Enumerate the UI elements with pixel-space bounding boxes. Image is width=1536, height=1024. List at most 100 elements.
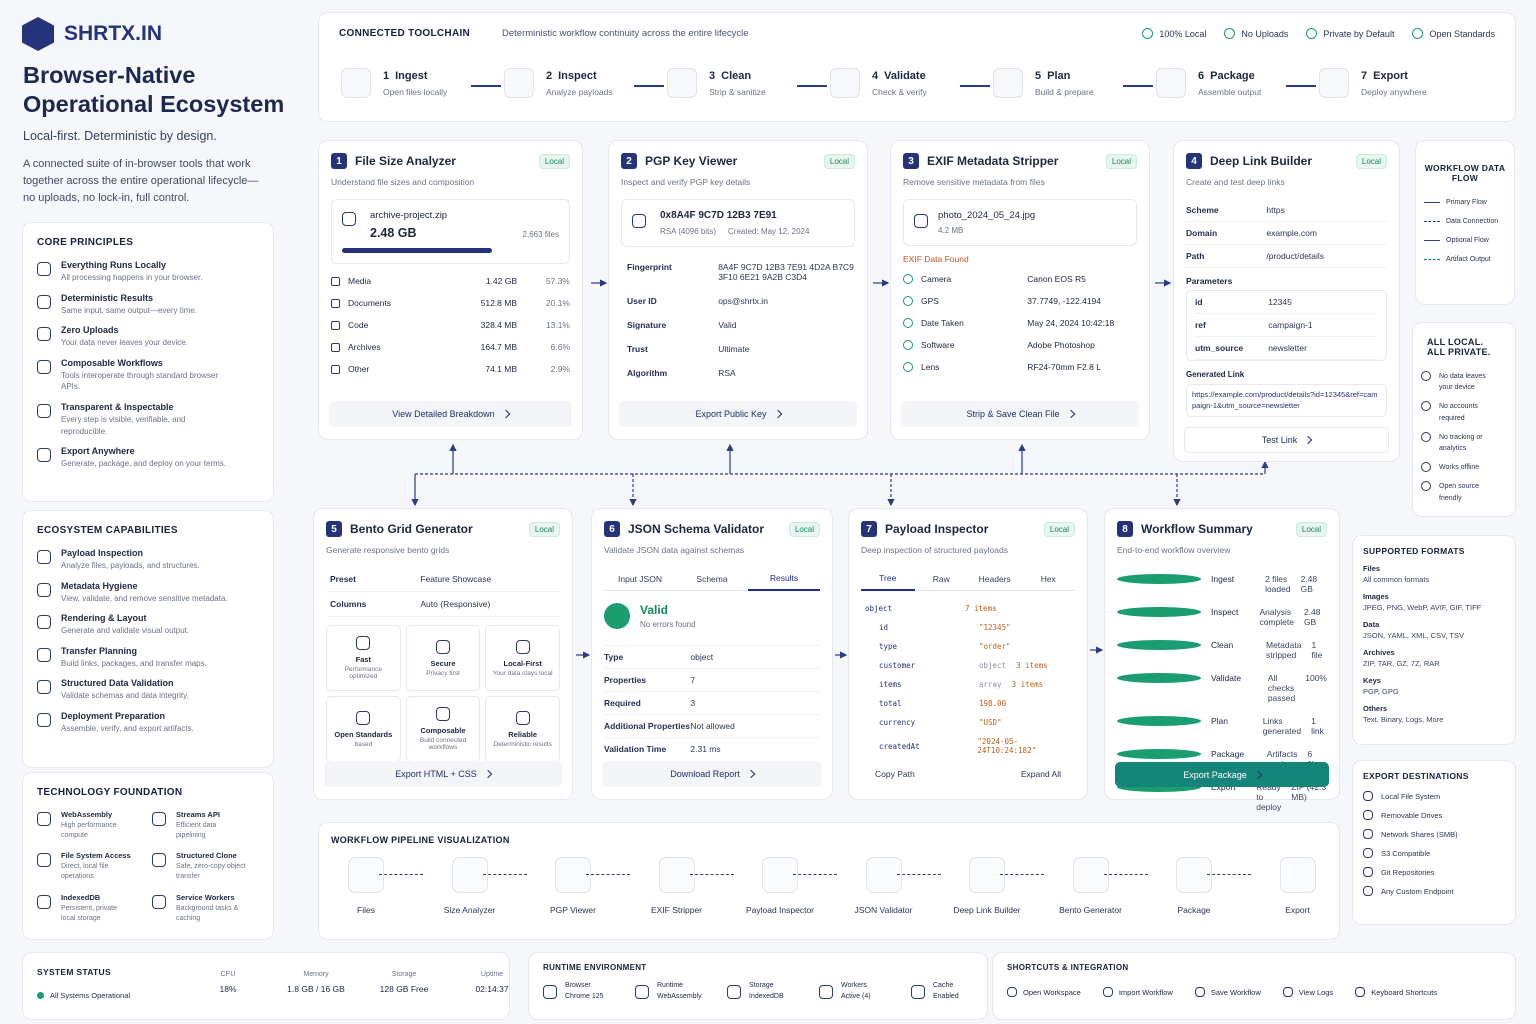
legend-text: Optional Flow (1446, 237, 1489, 244)
ok-icon (903, 274, 913, 284)
principle-item: Rendering & Layout Generate and validate … (37, 613, 259, 637)
step-num: 4 (872, 69, 879, 82)
kv-row: Signature Valid (621, 313, 855, 337)
step-desc: Strip & sanitize (709, 86, 766, 97)
tree-row: createdAt "2024-05-24T10:24:182" (861, 732, 1075, 760)
card-button[interactable]: Strip & Save Clean File (901, 401, 1139, 427)
step-head: 6 Package (1198, 70, 1261, 82)
principle-item: Deterministic Results Same input, same ou… (37, 293, 259, 317)
row-icon (331, 364, 340, 374)
bento-tile: Secure Privacy first (405, 625, 481, 691)
tree-cell: "2024-05-24T10:24:182" (977, 737, 1037, 755)
item-desc: All processing happens in your browser. (61, 273, 203, 282)
item-icon (152, 894, 166, 909)
pipeline-icon (762, 857, 798, 893)
kv-cell: https (1266, 205, 1285, 215)
section-0: CORE PRINCIPLES Everything Runs Locally Al… (22, 222, 274, 502)
tile-desc: Build connected workflows (419, 737, 467, 751)
destinations: EXPORT DESTINATIONS Local File System Remo… (1352, 760, 1516, 925)
step-head: 1 Ingest (383, 70, 447, 82)
sc-icon (1355, 987, 1366, 997)
pipeline-icon (1176, 857, 1212, 893)
shortcut[interactable]: Keyboard Shortcuts (1355, 987, 1437, 997)
privacy-item: Open source friendly (1421, 481, 1507, 503)
file-icon (342, 212, 356, 226)
card-button[interactable]: Export Public Key (619, 401, 857, 427)
exif-val: Adobe Photoshop (1027, 340, 1095, 350)
runtime-item: Cache Enabled (911, 981, 959, 1002)
shortcut[interactable]: View Logs (1282, 987, 1333, 997)
tree-cell: 3 items (1016, 661, 1048, 670)
row-icon (331, 298, 340, 308)
card-subtitle: Generate responsive bento grids (326, 545, 450, 555)
tab[interactable]: Results (748, 567, 820, 591)
card-badge: Local (538, 153, 570, 169)
item-icon (37, 448, 51, 463)
shortcut[interactable]: Save Workflow (1194, 987, 1261, 997)
item-title: Export Anywhere (61, 446, 135, 457)
key-icon (632, 214, 646, 228)
page-title: Browser-Native Operational Ecosystem (23, 62, 285, 117)
tile-desc: Privacy first (426, 669, 460, 677)
status-text: All Systems Operational (50, 991, 131, 1000)
row-size: 74.1 MB (485, 364, 517, 374)
file-box: photo_2024_05_24.jpg 4.2 MB (903, 199, 1137, 246)
item-title: Composable Workflows (61, 357, 163, 368)
tab[interactable]: Raw (914, 568, 968, 591)
tab[interactable]: Tree (861, 567, 915, 591)
card-button[interactable]: Export Package (1115, 762, 1329, 787)
formats-title: SUPPORTED FORMATS (1363, 546, 1465, 556)
tab[interactable]: Input JSON (604, 568, 676, 591)
card-button[interactable]: Export HTML + CSS (324, 761, 562, 787)
kv-cell: /product/details (1266, 251, 1325, 261)
row-pct: 20.1% (545, 298, 570, 308)
sc-text: Save Workflow (1210, 987, 1261, 997)
kv-cell: Fingerprint (627, 262, 672, 272)
rt-icon (911, 984, 925, 999)
button[interactable]: Copy Path (875, 769, 915, 779)
tab[interactable]: Headers (968, 568, 1022, 591)
pipeline-icon (1279, 857, 1316, 893)
exif-val: 37.7749, -122.4194 (1027, 296, 1101, 306)
pipeline-label: Deep Link Builder (953, 905, 1021, 915)
format-desc: JSON, YAML, XML, CSV, TSV (1363, 631, 1465, 640)
tree-row: items array 3 items (861, 675, 1075, 694)
principle-item: Structured Clone Safe, zero-copy object t… (152, 851, 259, 882)
step-arrow (1123, 85, 1153, 87)
kv-cell: Properties (604, 675, 647, 685)
stat-value: 02:14:37 (475, 984, 509, 994)
tree-cell: "USD" (979, 718, 1002, 727)
tab[interactable]: Schema (676, 568, 748, 591)
value: 2.48 GB (1300, 573, 1318, 594)
shortcut[interactable]: Import Workflow (1102, 987, 1173, 997)
runtime-item: Storage IndexedDB (727, 981, 784, 1002)
rt-icon (819, 984, 833, 999)
tab[interactable]: Hex (1021, 568, 1075, 591)
card-button[interactable]: Download Report (602, 761, 822, 787)
section-title: TECHNOLOGY FOUNDATION (37, 787, 183, 798)
card-button[interactable]: View Detailed Breakdown (329, 401, 572, 427)
kv-row: User ID ops@shrtx.in (621, 289, 855, 313)
kv-row: Type object (604, 645, 820, 668)
kv-cell: Validation Time (604, 744, 667, 754)
card-title: EXIF Metadata Stripper (927, 154, 1059, 168)
exif-row: GPS 37.7749, -122.4194 (903, 290, 1137, 312)
badge: Private by Default (1306, 28, 1394, 39)
legend-item: Artifact Output (1424, 256, 1506, 263)
kv-cell: ref (1195, 320, 1206, 330)
privacy-text: Works offline (1439, 464, 1480, 472)
ok-icon (1117, 606, 1201, 617)
shortcut[interactable]: Open Workspace (1007, 987, 1081, 997)
meta: RSA (4096 bits) (660, 227, 717, 236)
item-text: Composable Workflows Tools interoperate t… (61, 358, 231, 393)
item-icon (37, 582, 51, 597)
ok-icon (903, 362, 913, 372)
format-name: Others (1363, 704, 1388, 713)
item-desc: Safe, zero-copy object transfer (176, 863, 246, 881)
tree-row: type "order" (861, 637, 1075, 656)
button[interactable]: Expand All (1020, 769, 1061, 779)
item-desc: Generate, package, and deploy on your te… (61, 459, 226, 469)
card-button[interactable]: Test Link (1184, 427, 1389, 453)
kv-row: Preset Feature Showcase (326, 567, 560, 592)
